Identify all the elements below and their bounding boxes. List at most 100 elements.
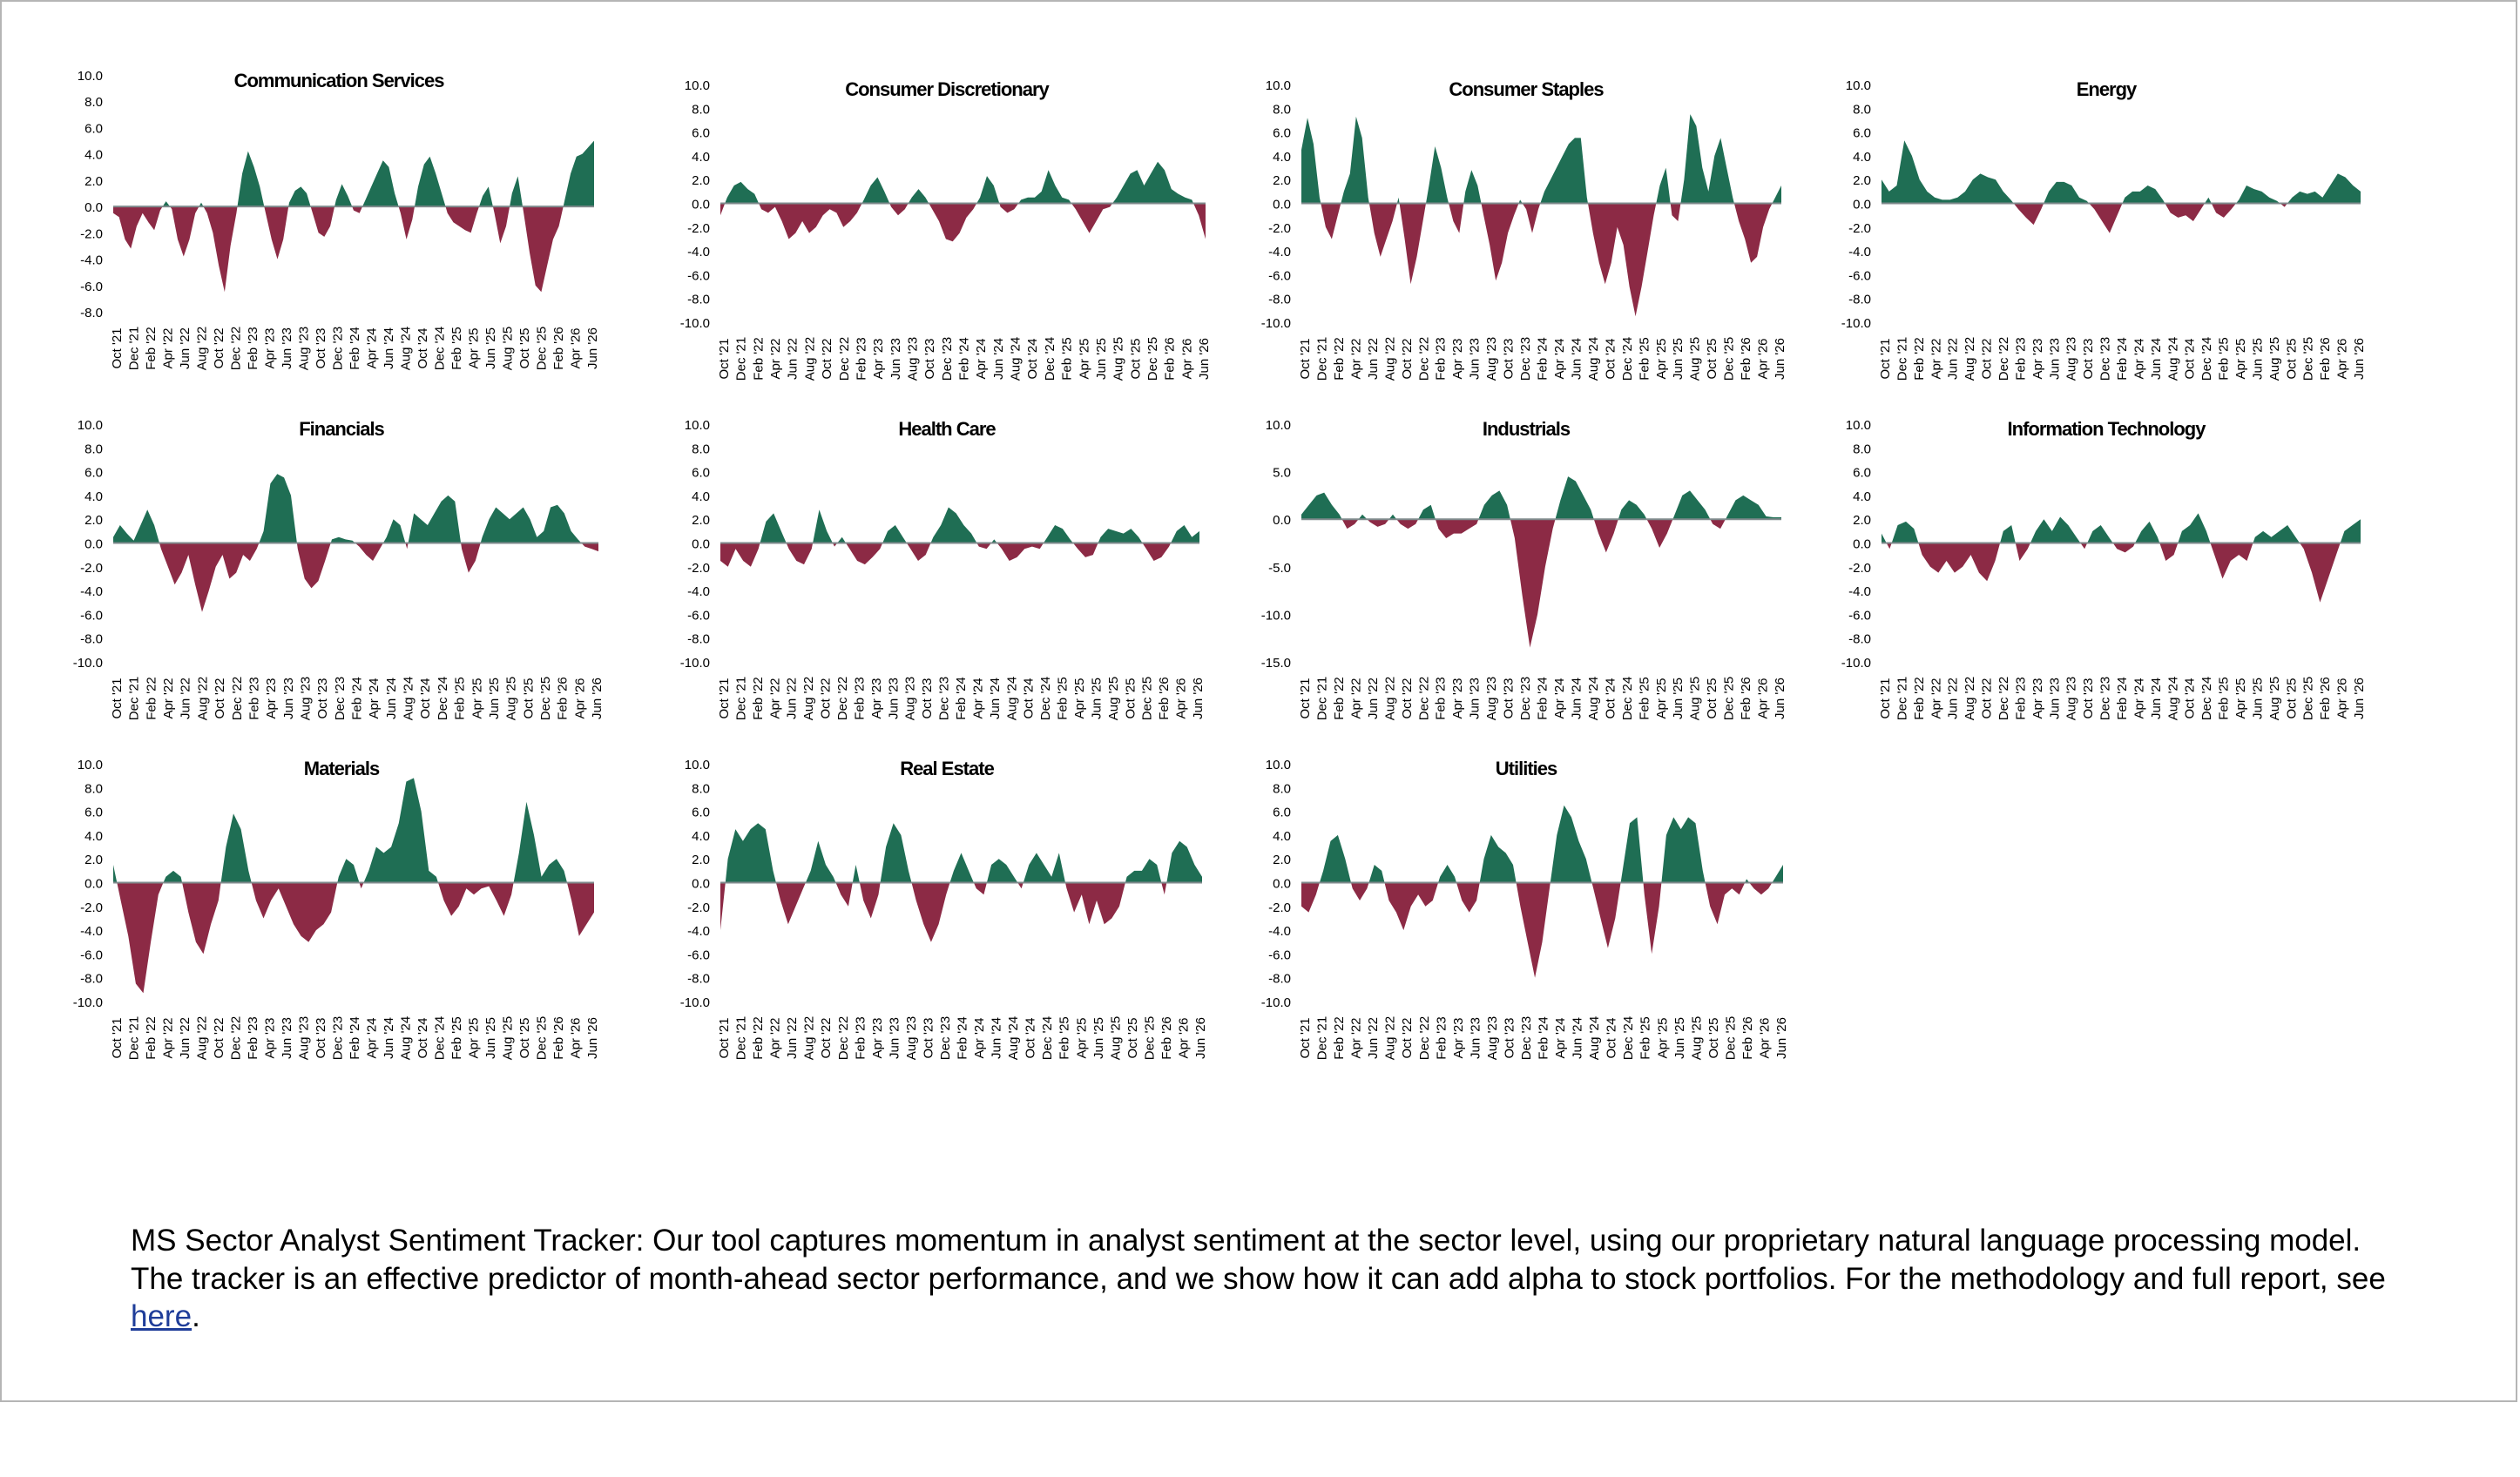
y-tick-label: 0.0	[1853, 198, 1871, 212]
x-tick-label: Oct '23	[1502, 678, 1517, 718]
x-tick-label: Jun '22	[1366, 1017, 1381, 1059]
y-tick-label: 6.0	[1273, 126, 1291, 141]
y-tick-label: 4.0	[1273, 829, 1291, 844]
x-tick-label: Oct '21	[110, 1017, 125, 1058]
x-tick-label: Feb '25	[1637, 337, 1652, 381]
x-tick-label: Apr '25	[2233, 338, 2248, 379]
x-tick-label: Jun '26	[2352, 338, 2367, 380]
x-tick-label: Feb '23	[246, 327, 260, 370]
x-tick-label: Apr '22	[1349, 1017, 1364, 1058]
x-tick-label: Dec '21	[127, 1016, 142, 1060]
x-tick-label: Dec '24	[433, 1016, 448, 1060]
x-tick-label: Feb '22	[144, 677, 159, 720]
x-tick-label: Jun '24	[1569, 678, 1584, 719]
x-tick-label: Feb '22	[751, 677, 766, 720]
x-tick-label: Feb '22	[1912, 677, 1927, 720]
y-tick-label: 0.0	[1273, 513, 1291, 528]
x-tick-label: Aug '24	[399, 327, 414, 370]
x-tick-label: Apr '23	[2030, 338, 2045, 379]
x-tick-label: Jun '23	[1468, 678, 1483, 719]
chart-energy: Energy 10.0 8.0 6.0 4.0 2.0 0.0 -2.0 -4.0 -6.0 -8.…	[1841, 78, 2367, 381]
x-tick-label: Dec '22	[1416, 337, 1431, 381]
y-tick-label: -5.0	[1268, 561, 1291, 576]
x-tick-label: Apr '22	[161, 327, 176, 368]
y-tick-label: 2.0	[1853, 513, 1871, 528]
x-tick-label: Oct '24	[418, 678, 433, 718]
y-tick-label: 6.0	[84, 121, 103, 136]
x-tick-label: Aug '23	[903, 677, 918, 720]
y-tick-label: 10.0	[1266, 418, 1291, 433]
x-tick-label: Apr '24	[2132, 678, 2146, 718]
x-tick-label: Jun '22	[785, 678, 800, 719]
x-tick-label: Aug '25	[1688, 677, 1703, 720]
x-tick-label: Aug '25	[2267, 677, 2282, 720]
y-tick-label: -8.0	[80, 632, 103, 647]
y-tick-label: 8.0	[692, 442, 710, 456]
x-tick-label: Oct '22	[819, 678, 834, 718]
y-tick-label: 2.0	[692, 853, 710, 867]
negative-sentiment-area	[117, 882, 595, 994]
x-tick-label: Feb '26	[1740, 1016, 1755, 1060]
y-tick-label: -10.0	[1261, 995, 1291, 1010]
x-tick-label: Feb '25	[449, 327, 464, 370]
x-tick-label: Jun '26	[1193, 1017, 1208, 1059]
y-tick-label: -4.0	[687, 245, 710, 260]
x-tick-label: Oct '23	[2081, 678, 2096, 718]
x-tick-label: Dec '23	[2098, 337, 2113, 381]
x-tick-label: Apr '24	[2132, 338, 2146, 379]
x-tick-label: Apr '25	[467, 327, 482, 368]
y-tick-label: 4.0	[1273, 150, 1291, 165]
y-tick-label: -4.0	[1848, 584, 1871, 599]
x-tick-label: Dec '22	[229, 1016, 244, 1060]
x-tick-label: Aug '25	[1108, 1016, 1123, 1060]
x-tick-label: Apr '26	[1756, 678, 1771, 718]
x-tick-label: Oct '23	[314, 327, 328, 368]
x-tick-label: Oct '22	[820, 338, 834, 379]
positive-sentiment-area	[725, 823, 1202, 883]
x-tick-label: Aug '25	[1111, 337, 1126, 381]
x-tick-label: Apr '25	[1072, 678, 1087, 718]
x-tick-label: Jun '26	[590, 678, 605, 719]
x-tick-label: Aug '23	[1485, 1016, 1500, 1060]
y-tick-label: 2.0	[84, 853, 103, 867]
caption: MS Sector Analyst Sentiment Tracker: Our…	[131, 1222, 2413, 1336]
x-tick-label: Oct '25	[1705, 338, 1719, 379]
x-tick-label: Dec '24	[1620, 677, 1635, 720]
x-tick-label: Apr '25	[467, 1017, 482, 1058]
x-tick-label: Feb '25	[1060, 337, 1075, 381]
x-tick-label: Feb '22	[1332, 677, 1347, 720]
y-tick-label: -15.0	[1261, 656, 1291, 671]
y-tick-label: -2.0	[1268, 900, 1291, 915]
x-tick-label: Dec '21	[1315, 1016, 1330, 1060]
x-tick-label: Feb '22	[1912, 337, 1927, 381]
x-tick-label: Oct '21	[1298, 678, 1313, 718]
x-tick-label: Feb '25	[453, 677, 468, 720]
positive-sentiment-area	[1301, 114, 1781, 204]
x-tick-label: Oct '23	[922, 338, 937, 379]
x-tick-label: Apr '23	[1450, 338, 1465, 379]
chart-consumer-discretionary: Consumer Discretionary 10.0 8.0 6.0 4.0 2.0 0.…	[680, 78, 1212, 381]
y-tick-label: -8.0	[1268, 293, 1291, 307]
x-tick-label: Aug '23	[2064, 337, 2079, 381]
y-tick-label: 10.0	[78, 418, 103, 433]
report-link[interactable]: here	[131, 1299, 193, 1333]
x-tick-label: Oct '22	[213, 678, 227, 718]
x-tick-label: Feb '23	[1434, 1016, 1449, 1060]
y-tick-label: 2.0	[1853, 173, 1871, 188]
x-tick-label: Oct '25	[2284, 338, 2299, 379]
x-tick-label: Oct '22	[1400, 1017, 1415, 1058]
x-tick-label: Oct '23	[1502, 338, 1517, 379]
x-tick-label: Feb '23	[2013, 677, 2028, 720]
x-tick-label: Jun '23	[2047, 678, 2062, 719]
y-tick-label: 10.0	[685, 418, 710, 433]
x-tick-label: Oct '23	[921, 1017, 936, 1058]
y-tick-label: 6.0	[84, 466, 103, 481]
y-tick-label: 6.0	[1273, 806, 1291, 820]
y-tick-label: 8.0	[84, 442, 103, 456]
x-tick-label: Apr '26	[1176, 1017, 1191, 1058]
x-tick-label: Jun '25	[2250, 338, 2265, 380]
y-tick-label: 0.0	[692, 537, 710, 552]
y-tick-label: 4.0	[692, 829, 710, 844]
x-tick-label: Apr '24	[1553, 1017, 1568, 1058]
x-tick-label: Oct '25	[2284, 678, 2299, 718]
